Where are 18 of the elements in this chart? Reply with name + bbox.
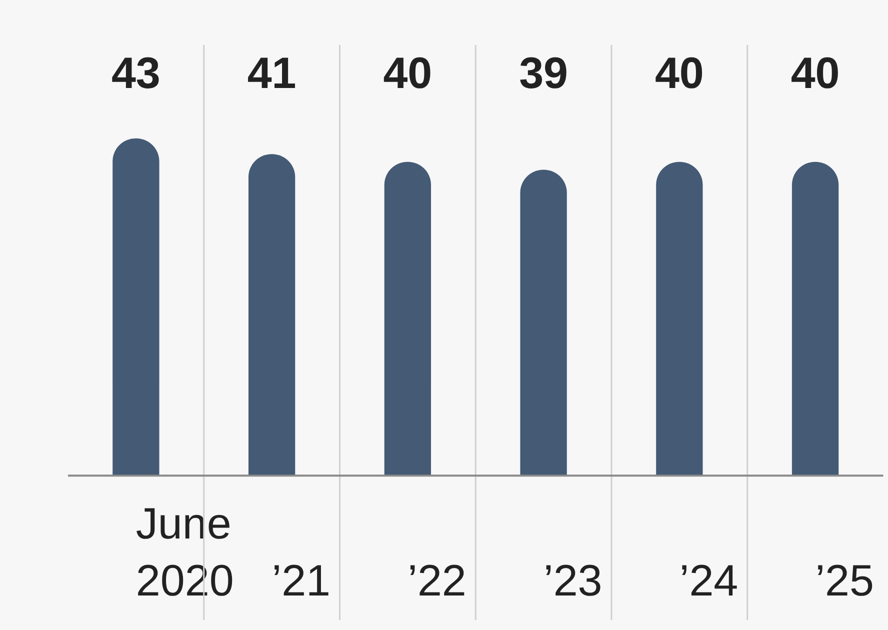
bar bbox=[656, 162, 703, 476]
x-tick-label: ’21 bbox=[272, 556, 331, 606]
bar bbox=[384, 162, 432, 476]
x-tick-label: ’22 bbox=[408, 556, 466, 606]
bar bbox=[520, 170, 567, 476]
data-label: 39 bbox=[519, 49, 568, 98]
x-tick-label: June 2020 bbox=[136, 499, 234, 606]
x-tick-label: ’23 bbox=[544, 556, 602, 606]
bar bbox=[112, 138, 160, 476]
data-label: 40 bbox=[383, 49, 432, 98]
x-tick-label: ’25 bbox=[815, 556, 874, 606]
bar bbox=[248, 154, 296, 476]
data-label: 41 bbox=[247, 49, 296, 98]
data-label: 40 bbox=[654, 49, 704, 98]
bar bbox=[792, 162, 839, 476]
x-tick-label: ’24 bbox=[679, 556, 738, 606]
data-label: 40 bbox=[790, 49, 840, 98]
data-label: 43 bbox=[111, 49, 160, 98]
